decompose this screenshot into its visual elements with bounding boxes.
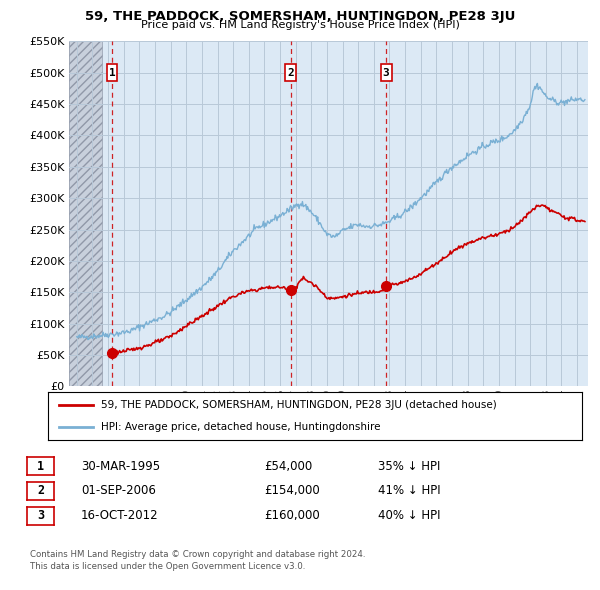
Text: 40% ↓ HPI: 40% ↓ HPI [378, 509, 440, 522]
Bar [107, 64, 118, 81]
Text: £160,000: £160,000 [264, 509, 320, 522]
Text: 16-OCT-2012: 16-OCT-2012 [81, 509, 158, 522]
Bar [69, 41, 102, 386]
Text: 1: 1 [37, 460, 44, 473]
Bar [69, 41, 102, 386]
Text: This data is licensed under the Open Government Licence v3.0.: This data is licensed under the Open Gov… [30, 562, 305, 571]
Text: 1: 1 [109, 68, 115, 78]
Text: 3: 3 [383, 68, 389, 78]
Text: 35% ↓ HPI: 35% ↓ HPI [378, 460, 440, 473]
Bar [285, 64, 296, 81]
Text: £54,000: £54,000 [264, 460, 312, 473]
Text: £154,000: £154,000 [264, 484, 320, 497]
Text: 59, THE PADDOCK, SOMERSHAM, HUNTINGDON, PE28 3JU: 59, THE PADDOCK, SOMERSHAM, HUNTINGDON, … [85, 10, 515, 23]
Text: 30-MAR-1995: 30-MAR-1995 [81, 460, 160, 473]
Text: 59, THE PADDOCK, SOMERSHAM, HUNTINGDON, PE28 3JU (detached house): 59, THE PADDOCK, SOMERSHAM, HUNTINGDON, … [101, 400, 497, 410]
Text: 01-SEP-2006: 01-SEP-2006 [81, 484, 156, 497]
Text: HPI: Average price, detached house, Huntingdonshire: HPI: Average price, detached house, Hunt… [101, 422, 381, 432]
Text: Price paid vs. HM Land Registry's House Price Index (HPI): Price paid vs. HM Land Registry's House … [140, 20, 460, 30]
Text: Contains HM Land Registry data © Crown copyright and database right 2024.: Contains HM Land Registry data © Crown c… [30, 550, 365, 559]
Bar [381, 64, 392, 81]
Text: 41% ↓ HPI: 41% ↓ HPI [378, 484, 440, 497]
Text: 3: 3 [37, 509, 44, 522]
Text: 2: 2 [287, 68, 294, 78]
Text: 2: 2 [37, 484, 44, 497]
